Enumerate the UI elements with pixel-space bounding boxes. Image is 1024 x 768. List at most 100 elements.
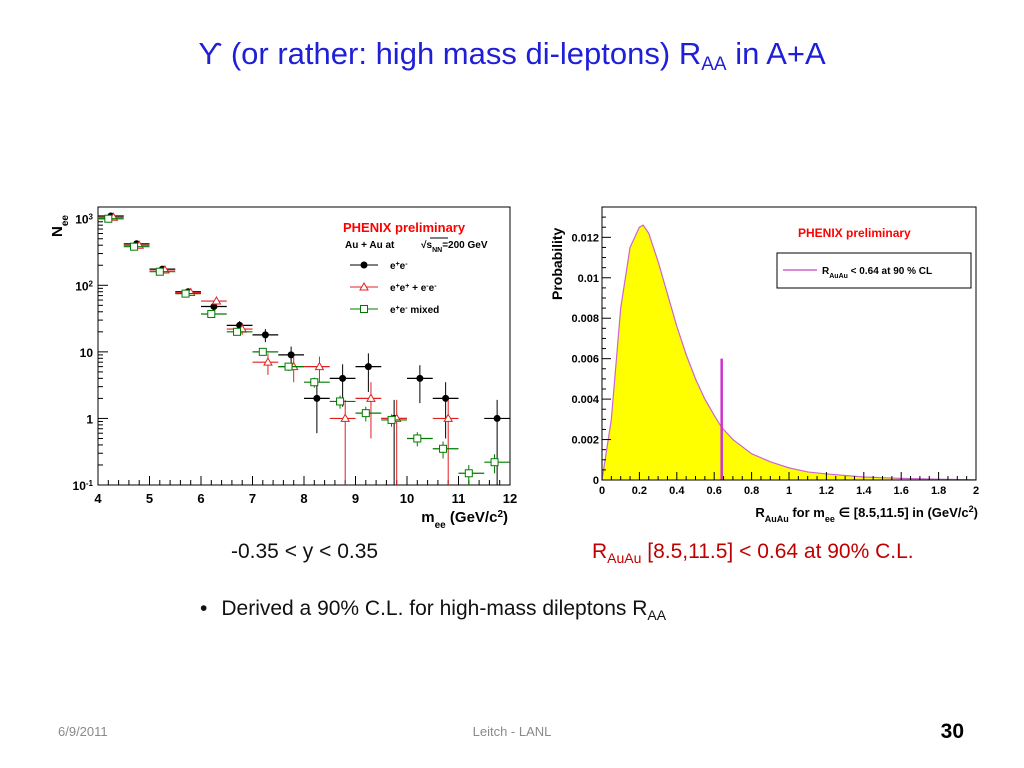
x-tick-label: 0.2 (632, 485, 647, 497)
marker-open-square (284, 362, 293, 371)
x-tick-label: 4 (94, 491, 102, 506)
x-tick-label: 9 (352, 491, 359, 506)
limit-prefix: R (592, 540, 608, 563)
marker-open-triangle (443, 413, 454, 422)
phenix-label: PHENIX preliminary (798, 226, 911, 240)
series-2 (98, 214, 510, 485)
x-tick-label: 6 (197, 491, 204, 506)
x-tick-label: 0.6 (707, 485, 722, 497)
footer-author: Leitch - LANL (472, 724, 552, 739)
marker-open-square (155, 267, 164, 276)
x-axis-label: mee (GeV/c2) (421, 509, 508, 531)
marker-filled-circle (416, 374, 424, 382)
marker-open-square (413, 434, 422, 443)
title-suffix: in A+A (726, 36, 826, 71)
x-tick-label: 0.4 (669, 485, 685, 497)
limit-subscript: AuAu (607, 550, 642, 566)
marker-filled-circle (360, 261, 368, 269)
marker-open-square (361, 409, 370, 418)
legend-label-0: e+e- (390, 261, 408, 273)
marker-open-square (387, 415, 396, 424)
invariant-mass-chart: 4 5 6 7 8 9 10 11 12 10-1 1 10 102 103 Nee mee (GeV/c2)… (49, 206, 517, 531)
marker-filled-circle (442, 394, 450, 402)
limit-suffix: [8.5,11.5] < 0.64 at 90% C.L. (641, 540, 914, 563)
x-tick-label: 0.8 (744, 485, 759, 497)
marker-filled-circle (339, 374, 347, 382)
marker-filled-circle (287, 351, 295, 359)
marker-open-square (207, 310, 216, 319)
y-tick-label: 102 (75, 279, 93, 294)
marker-open-square (360, 305, 368, 313)
marker-open-square (310, 378, 319, 387)
raa-probability-chart: 0 0.2 0.4 0.6 0.8 1 1.2 1.4 1.6 1.8 2 0 0.002 0.004 0.… (549, 206, 979, 524)
legend-label-1: e+e+ + e-e- (390, 283, 437, 295)
marker-open-triangle (366, 393, 376, 402)
y-tick-label: 0 (593, 475, 599, 487)
marker-open-triangle (263, 357, 273, 366)
marker-open-square (104, 214, 113, 223)
bullet-subscript: AA (647, 607, 667, 623)
x-tick-label: 0 (599, 485, 605, 497)
y-tick-label: 0.006 (571, 354, 599, 366)
marker-filled-circle (493, 414, 501, 422)
marker-open-triangle (314, 361, 325, 371)
probability-fill (602, 225, 976, 480)
marker-filled-circle (261, 331, 269, 339)
y-tick-label: 103 (75, 212, 93, 227)
y-tick-label: 10-1 (73, 479, 94, 494)
y-tick-label: 0.004 (571, 394, 599, 406)
title-subscript: AA (701, 54, 727, 75)
marker-filled-circle (364, 363, 372, 371)
marker-filled-circle (210, 303, 218, 311)
marker-open-square (130, 242, 139, 251)
title-main: (or rather: high mass di-leptons) R (222, 36, 702, 71)
marker-open-square (233, 327, 242, 336)
x-tick-label: 1.2 (819, 485, 834, 497)
marker-open-square (464, 469, 473, 478)
marker-open-square (258, 347, 267, 356)
upsilon-symbol: ϒ (198, 36, 223, 71)
bullet-dot: • (200, 597, 208, 620)
x-tick-label: 12 (503, 491, 517, 506)
footer-date: 6/9/2011 (58, 724, 108, 739)
x-tick-label: 7 (249, 491, 256, 506)
y-tick-label: 1 (86, 412, 93, 426)
bullet-item: • Derived a 90% C.L. for high-mass dilept… (200, 597, 666, 623)
x-tick-label: 1.4 (856, 485, 872, 497)
y-tick-label: 0.008 (571, 313, 599, 325)
page-number: 30 (940, 720, 964, 743)
marker-open-triangle (211, 296, 222, 305)
marker-open-triangle (340, 413, 351, 422)
y-axis-label: Probability (549, 227, 565, 300)
x-tick-label: 11 (452, 491, 466, 506)
legend-label: RAuAu < 0.64 at 90 % CL (822, 266, 932, 280)
marker-open-square (439, 444, 448, 453)
sqrt-s-label: √sNN=200 GeV (421, 240, 488, 254)
x-tick-label: 2 (973, 485, 979, 497)
marker-open-triangle (359, 281, 369, 291)
marker-filled-circle (313, 394, 321, 402)
bullet-text: Derived a 90% C.L. for high-mass dilepto… (221, 597, 648, 620)
rapidity-cut-label: -0.35 < y < 0.35 (231, 540, 379, 563)
marker-open-square (336, 397, 345, 406)
x-tick-label: 1 (786, 485, 792, 497)
legend-label-2: e+e- mixed (390, 305, 439, 317)
collision-subtitle: Au + Au at (345, 240, 395, 251)
marker-open-square (490, 458, 499, 467)
raa-limit-label: RAuAu [8.5,11.5] < 0.64 at 90% C.L. (592, 540, 914, 566)
x-tick-label: 1.8 (931, 485, 946, 497)
y-tick-label: 0.012 (571, 232, 599, 244)
x-tick-label: 10 (400, 491, 414, 506)
x-tick-label: 8 (300, 491, 307, 506)
y-tick-label: 0.002 (571, 435, 599, 447)
x-tick-label: 5 (146, 491, 153, 506)
y-tick-label: 10 (80, 346, 94, 360)
slide-title: ϒ (or rather: high mass di-leptons) RAA … (0, 36, 1024, 76)
x-tick-label: 1.6 (894, 485, 909, 497)
series-1 (98, 212, 459, 485)
marker-open-square (181, 289, 190, 298)
phenix-label: PHENIX preliminary (343, 220, 466, 235)
y-axis-label: Nee (49, 215, 71, 237)
y-tick-label: 0.01 (578, 273, 599, 285)
x-axis-label: RAuAu for mee ∈ [8.5,11.5] in (GeV/c2) (755, 504, 978, 524)
